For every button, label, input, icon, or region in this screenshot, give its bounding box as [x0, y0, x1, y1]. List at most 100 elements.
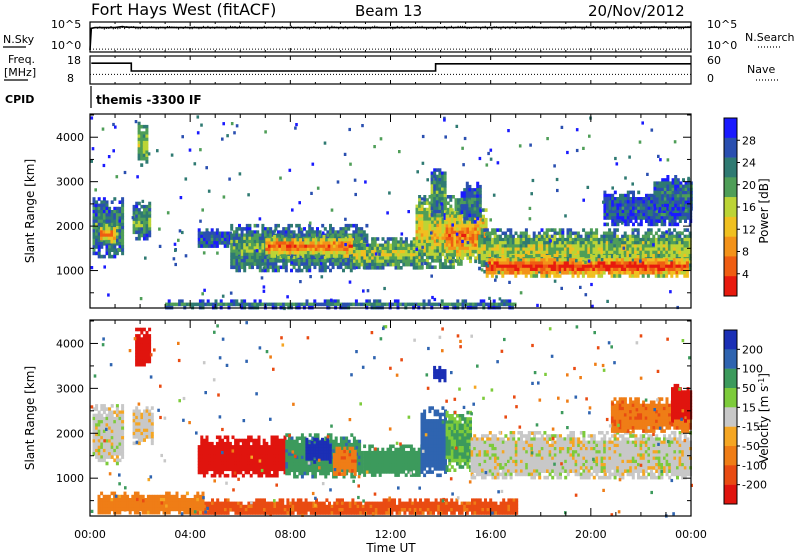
power-cell [365, 223, 369, 228]
power-cell [563, 250, 567, 255]
velocity-cell [97, 432, 101, 437]
power-cell [264, 265, 267, 270]
velocity-cell [100, 407, 104, 411]
power-cell [654, 258, 658, 262]
power-cell [626, 216, 630, 220]
power-cell [140, 227, 144, 231]
power-cell [108, 206, 112, 211]
power-cell [576, 274, 580, 278]
power-cell [344, 223, 348, 228]
velocity-cell [115, 432, 119, 437]
power-cell [402, 243, 406, 248]
power-cell [623, 247, 627, 252]
power-cell [293, 241, 297, 245]
power-cell [537, 253, 541, 258]
power-cell [680, 271, 684, 275]
velocity-cell [102, 436, 106, 440]
power-cell [202, 234, 206, 239]
power-cell [347, 223, 351, 228]
velocity-cell [145, 359, 149, 364]
power-cell [308, 230, 312, 234]
power-cell [308, 302, 312, 307]
power-cell [644, 231, 648, 236]
power-cell [232, 265, 236, 270]
power-cell [655, 206, 659, 211]
power-cell [248, 236, 252, 241]
power-cell [466, 233, 470, 238]
velocity-cell [113, 442, 117, 447]
power-cell [610, 271, 614, 275]
power-cell [535, 237, 539, 242]
power-cell [443, 174, 447, 179]
power-cell [676, 191, 680, 195]
power-cell [230, 252, 234, 257]
power-scatter-cell [566, 150, 569, 155]
power-cell [428, 217, 432, 221]
power-cell [652, 267, 656, 272]
power-cell [92, 235, 96, 240]
power-cell [675, 267, 679, 272]
power-cell [548, 241, 552, 245]
power-cell [571, 274, 575, 278]
power-cell [418, 204, 422, 209]
power-cell [253, 299, 257, 303]
power-cell [352, 230, 356, 234]
power-cell [453, 240, 457, 244]
power-cell [445, 217, 449, 222]
power-cell [684, 197, 688, 201]
power-cell [344, 233, 348, 238]
power-cell [412, 246, 416, 251]
power-cell [673, 216, 677, 220]
power-cell [292, 255, 296, 260]
power-cell [336, 299, 340, 303]
power-cell [137, 121, 141, 126]
power-cell [251, 262, 254, 266]
power-cell [688, 266, 692, 271]
power-cell [514, 247, 518, 252]
power-cell [330, 254, 334, 258]
power-scatter-cell [612, 207, 615, 211]
power-scatter-cell [349, 162, 352, 166]
power-cell [600, 253, 604, 258]
power-cell [113, 227, 116, 231]
power-cell [550, 253, 554, 258]
power-cell [438, 227, 442, 231]
power-cell [678, 250, 682, 255]
power-cell [479, 299, 483, 303]
power-cell [646, 267, 650, 272]
power-cell [647, 193, 651, 198]
power-cell [476, 210, 480, 215]
power-cell [639, 222, 643, 227]
power-cell [660, 222, 664, 227]
velocity-cell [145, 350, 149, 354]
power-cell [473, 191, 477, 195]
power-cell [587, 247, 591, 252]
power-cell [487, 302, 491, 307]
power-cell [645, 206, 648, 211]
power-cell [277, 230, 280, 234]
power-cell [115, 238, 119, 243]
power-cell [687, 187, 691, 192]
power-cell [230, 299, 234, 303]
power-cell [658, 194, 662, 198]
power-cell [605, 253, 609, 258]
power-cell [221, 237, 225, 242]
power-cell [661, 194, 665, 198]
power-cell [558, 267, 562, 272]
power-cell [137, 217, 141, 222]
power-cell [478, 257, 482, 261]
power-cell [469, 259, 472, 264]
power-cell [616, 200, 620, 204]
power-cell [105, 223, 109, 228]
power-cell [606, 203, 609, 207]
power-cell [378, 266, 382, 270]
velocity-cell [100, 439, 104, 443]
power-cell [384, 250, 388, 254]
power-cell [448, 243, 452, 248]
power-scatter-cell [366, 253, 369, 257]
velocity-cell [121, 436, 125, 440]
power-cell [522, 234, 526, 239]
power-cell [679, 184, 683, 189]
noise-left-label: N.Sky [3, 33, 35, 46]
power-cell [619, 200, 622, 204]
